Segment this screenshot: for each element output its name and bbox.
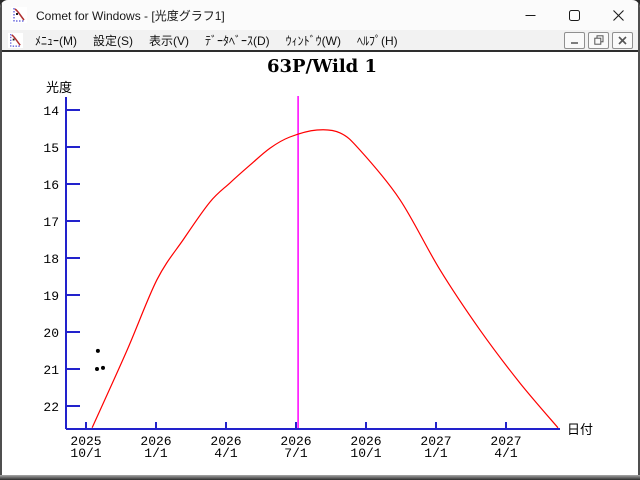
- x-tick-label-year: 2026: [140, 434, 171, 449]
- maximize-icon: [568, 9, 580, 21]
- x-tick-label-date: 1/1: [144, 446, 168, 461]
- y-tick-label: 22: [43, 400, 59, 415]
- app-icon-dot: [16, 13, 18, 15]
- x-tick-label-year: 2027: [490, 434, 521, 449]
- y-tick-label: 15: [43, 141, 59, 156]
- mdi-restore-icon: [593, 35, 603, 45]
- x-tick-label-date: 7/1: [284, 446, 308, 461]
- x-tick-label-date: 4/1: [214, 446, 238, 461]
- app-icon-curve: [14, 8, 25, 21]
- y-tick-label: 18: [43, 252, 59, 267]
- window-resize-border-left[interactable]: [0, 0, 2, 480]
- light-curve-series: [91, 129, 559, 429]
- observation-point: [101, 365, 105, 370]
- y-axis-label: 光度: [46, 80, 72, 95]
- app-icon-axes: [13, 8, 25, 22]
- x-axis-label: 日付: [567, 422, 593, 437]
- caption-buttons: [508, 0, 640, 30]
- maximize-button[interactable]: [552, 0, 596, 30]
- x-tick-label-date: 10/1: [70, 446, 101, 461]
- minimize-button[interactable]: [508, 0, 552, 30]
- x-tick-label-year: 2026: [350, 434, 381, 449]
- observation-point: [95, 367, 99, 371]
- menu-bar: ﾒﾆｭｰ(M) 設定(S) 表示(V) ﾃﾞｰﾀﾍﾞｰｽ(D) ｳｨﾝﾄﾞｳ(W…: [0, 30, 640, 52]
- x-tick-label-year: 2027: [420, 434, 451, 449]
- x-tick-label-date: 10/1: [350, 446, 381, 461]
- y-tick-label: 21: [43, 363, 59, 378]
- x-tick-label-date: 4/1: [494, 446, 518, 461]
- menu-item-settings[interactable]: 設定(S): [93, 33, 133, 48]
- title-bar: Comet for Windows - [光度グラフ1]: [0, 0, 640, 30]
- mdi-child-icon-curve: [11, 33, 21, 46]
- window-resize-border-right[interactable]: [638, 0, 640, 480]
- y-tick-label: 20: [43, 326, 59, 341]
- x-tick-label-date: 1/1: [424, 446, 448, 461]
- x-tick-label-year: 2026: [210, 434, 241, 449]
- mdi-close-button[interactable]: [612, 31, 633, 49]
- menu-item-database[interactable]: ﾃﾞｰﾀﾍﾞｰｽ(D): [205, 33, 270, 48]
- window-resize-border-bottom[interactable]: [0, 475, 640, 480]
- mdi-child-icon-axes: [10, 33, 22, 47]
- menu-item-view[interactable]: 表示(V): [149, 33, 189, 48]
- menu-item-menu[interactable]: ﾒﾆｭｰ(M): [35, 33, 77, 48]
- mdi-child-icon-dot: [12, 38, 15, 40]
- y-tick-label: 14: [43, 104, 59, 119]
- menu-item-window[interactable]: ｳｨﾝﾄﾞｳ(W): [285, 33, 341, 48]
- x-tick-label-year: 2026: [280, 434, 311, 449]
- y-tick-label: 16: [43, 178, 59, 193]
- x-tick-label-year: 2025: [70, 434, 101, 449]
- mdi-close-icon: [618, 35, 627, 45]
- chart-title: 63P/Wild 1: [267, 56, 377, 77]
- mdi-window-controls: [564, 31, 633, 49]
- mdi-child-icon[interactable]: [8, 32, 23, 48]
- observation-point: [95, 348, 100, 353]
- mdi-restore-button[interactable]: [588, 31, 609, 49]
- y-tick-label: 17: [43, 215, 59, 230]
- y-tick-label: 19: [43, 289, 59, 304]
- close-button[interactable]: [596, 0, 640, 30]
- menu-item-help[interactable]: ﾍﾙﾌﾟ(H): [357, 33, 398, 48]
- minimize-icon: [525, 14, 535, 16]
- chart-client-area: [2, 54, 638, 475]
- app-icon: [11, 7, 27, 23]
- window-title: Comet for Windows - [光度グラフ1]: [36, 8, 225, 23]
- mdi-minimize-icon: [571, 41, 578, 44]
- close-icon: [612, 9, 624, 21]
- mdi-minimize-button[interactable]: [564, 31, 585, 49]
